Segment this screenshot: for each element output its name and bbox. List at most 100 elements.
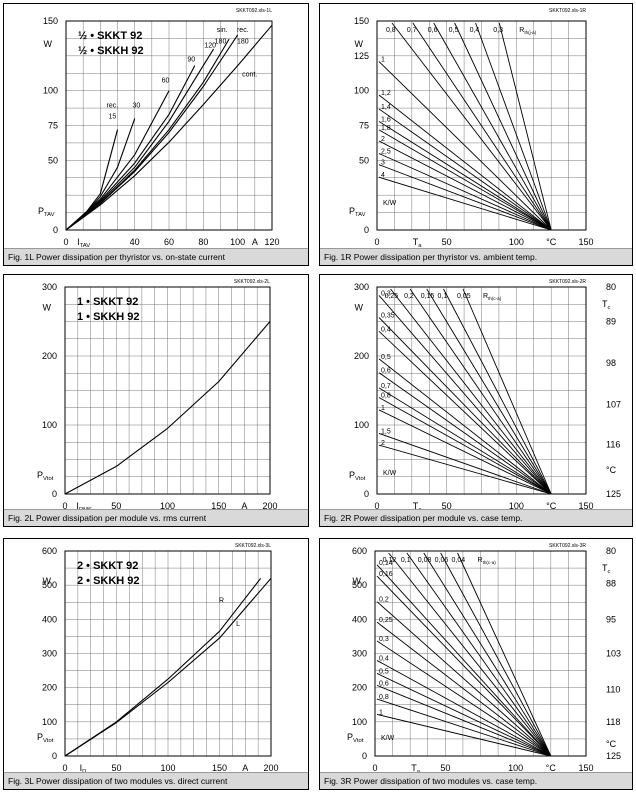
chart-title-line: 1 • SKKT 92 <box>77 296 138 308</box>
plot-frame <box>376 20 587 231</box>
x-tick-label: °C <box>546 237 557 247</box>
rth-line <box>376 713 551 757</box>
y-tick-label: 100 <box>354 420 369 430</box>
y-axis-label: PVtot <box>37 470 54 482</box>
rth-left-label: 2 <box>381 440 385 447</box>
x-tick-label: °C <box>546 763 557 773</box>
y-unit-label: W <box>43 302 52 312</box>
curve-annotation: 120 <box>204 42 216 49</box>
chart-panel-3L: SKKT092.xls-3L 0 100 200 300 400 500 600 W PVtot 0… <box>3 538 309 790</box>
y-tick-label: 0 <box>364 225 369 235</box>
rth-line <box>412 22 552 231</box>
rth-left-label: 0,8 <box>379 694 389 701</box>
right-tick-label: 80 <box>606 282 616 292</box>
chart-title-line: 1 • SKKH 92 <box>77 311 140 323</box>
rth-left-label: 0,8 <box>381 393 391 400</box>
series-line <box>65 34 239 231</box>
y-tick-label: 300 <box>354 282 369 292</box>
rth-line <box>378 295 552 495</box>
chart-1R: SKKT092.xls-1R 0 50 75 100 125 150 W PTAV 0 50 100 °… <box>349 8 594 249</box>
y-unit-label: W <box>353 576 362 586</box>
file-code: SKKT092.xls-1R <box>549 8 586 14</box>
y-tick-label: 100 <box>42 717 57 727</box>
rth-top-label: 0,1 <box>401 557 411 564</box>
rth-line <box>378 372 552 495</box>
rth-top-label: 0,2 <box>404 293 414 300</box>
x-tick-label: A <box>241 501 247 511</box>
rth-line <box>378 94 552 231</box>
series-line <box>64 321 271 495</box>
caption-3L: Fig. 3L Power dissipation of two modules… <box>4 772 308 789</box>
y-unit-label: W <box>355 302 364 312</box>
curve-annotation: rec. <box>237 27 249 34</box>
x-tick-label: 200 <box>262 501 277 511</box>
curve-annotation: rec. <box>107 102 119 109</box>
x-axis-label: Ta <box>413 237 423 249</box>
x-tick-label: 100 <box>509 501 524 511</box>
curve-annotation: 180 <box>237 38 249 45</box>
chart-panel-3R: SKKT092.xls-3R 0 100 200 300 400 500 600 W PVtot 0… <box>319 538 633 790</box>
rth-line <box>376 698 551 757</box>
file-code: SKKT092.xls-2L <box>234 279 270 285</box>
rth-line <box>378 108 552 231</box>
x-axis-label: ITAV <box>77 237 90 249</box>
right-tick-label: 118 <box>606 717 620 727</box>
curve-annotation: 60 <box>162 77 170 84</box>
x-tick-label: 50 <box>442 237 452 247</box>
right-tick-label: 98 <box>606 358 616 368</box>
rth-line <box>378 121 552 231</box>
rth-left-label: 0,16 <box>379 571 393 578</box>
y-tick-label: 600 <box>42 546 57 556</box>
chart-title-line: ½ • SKKT 92 <box>78 30 142 42</box>
x-tick-label: 200 <box>263 763 278 773</box>
y-tick-label: 125 <box>354 51 369 61</box>
rth-left-label: 0,35 <box>381 313 395 320</box>
y-tick-label: 50 <box>48 155 58 165</box>
curve-annotation: 90 <box>187 56 195 63</box>
rth-left-label: 3 <box>381 160 385 167</box>
rth-line <box>378 153 552 231</box>
y-tick-label: 0 <box>52 489 57 499</box>
file-code: SKKT092.xls-1L <box>236 8 272 14</box>
rth-line <box>426 288 552 495</box>
right-tick-label: 80 <box>606 546 616 556</box>
x-tick-label: 50 <box>442 501 452 511</box>
x-tick-label: 100 <box>508 763 523 773</box>
y-tick-label: 200 <box>42 683 57 693</box>
rth-left-label: 0,14 <box>379 560 393 567</box>
rth-unit-label: K/W <box>383 470 397 477</box>
series-line <box>65 65 196 231</box>
x-tick-label: 100 <box>230 237 245 247</box>
rth-line <box>376 575 552 757</box>
rth-top-label: 0,06 <box>435 557 449 564</box>
rth-top-label: 0,25 <box>385 293 399 300</box>
y-tick-label: 300 <box>42 282 57 292</box>
y-tick-label: 400 <box>42 614 57 624</box>
y-tick-label: 0 <box>362 751 367 761</box>
x-tick-label: 150 <box>578 763 593 773</box>
right-tick-label: 110 <box>606 684 620 694</box>
rth-line <box>378 358 552 495</box>
rth-left-label: 1,6 <box>381 117 391 124</box>
grid <box>375 551 586 756</box>
x-tick-label: 0 <box>372 763 377 773</box>
right-tick-label: 103 <box>606 649 621 659</box>
y-axis-label: PTAV <box>349 206 366 218</box>
curve-annotation: sin. <box>217 27 228 34</box>
right-axis-label: Tc <box>602 563 611 575</box>
y-tick-label: 200 <box>354 351 369 361</box>
right-tick-label: °C <box>606 739 617 749</box>
y-tick-label: 75 <box>48 121 58 131</box>
caption-1R: Fig. 1R Power dissipation per thyristor … <box>320 248 632 265</box>
curve-annotation: 30 <box>132 102 140 109</box>
x-tick-label: 150 <box>212 763 227 773</box>
file-code: SKKT092.xls-3L <box>235 543 271 549</box>
x-tick-label: 150 <box>211 501 226 511</box>
y-tick-label: 500 <box>352 580 367 590</box>
rth-line <box>423 552 552 757</box>
rth-line <box>378 432 552 495</box>
series-line <box>65 24 273 231</box>
rth-left-label: 2 <box>381 136 385 143</box>
rth-left-label: 1,2 <box>381 90 391 97</box>
plot-frame <box>376 286 587 495</box>
